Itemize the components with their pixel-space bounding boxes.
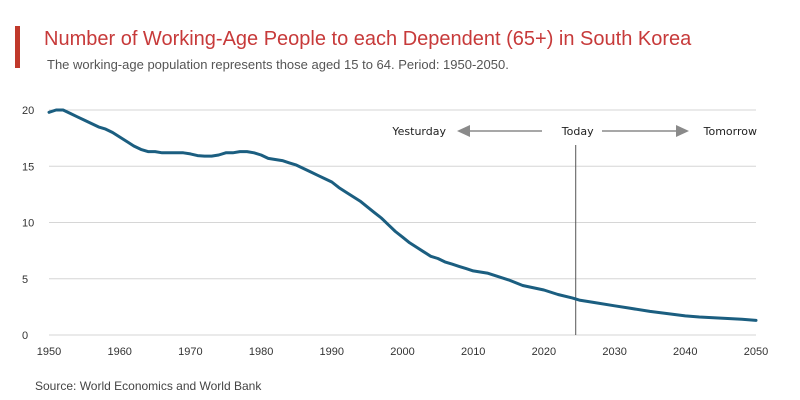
series-line — [47, 108, 758, 322]
y-tick-label: 5 — [22, 274, 28, 286]
grid-lines — [49, 109, 756, 336]
y-tick-label: 0 — [22, 330, 28, 342]
x-tick-label: 2040 — [673, 346, 697, 358]
left-arrow-head — [457, 125, 470, 137]
x-tick-label: 1950 — [37, 346, 61, 358]
today-label: Today — [561, 125, 594, 138]
x-tick-label: 1990 — [320, 346, 344, 358]
source-note: Source: World Economics and World Bank — [35, 379, 262, 393]
right-arrow-head — [676, 125, 689, 137]
title-accent-bar — [15, 26, 20, 68]
x-tick-label: 2030 — [602, 346, 626, 358]
x-tick-label: 1970 — [178, 346, 202, 358]
x-tick-label: 2050 — [744, 346, 768, 358]
chart-subtitle: The working-age population represents th… — [47, 57, 509, 72]
annotations: Yesturday Today Tomorrow — [391, 125, 757, 138]
x-tick-label: 2000 — [390, 346, 414, 358]
x-tick-label: 2010 — [461, 346, 485, 358]
x-tick-label: 2020 — [532, 346, 556, 358]
y-axis-ticks: 0 5 10 15 20 — [22, 105, 34, 342]
y-tick-label: 20 — [22, 105, 34, 117]
yesterday-label: Yesturday — [391, 125, 446, 138]
x-tick-label: 1980 — [249, 346, 273, 358]
series-group — [47, 108, 758, 322]
chart-title: Number of Working-Age People to each Dep… — [44, 28, 692, 50]
x-axis-ticks: 1950 1960 1970 1980 1990 2000 2010 2020 2030 2040… — [37, 346, 768, 358]
tomorrow-label: Tomorrow — [703, 125, 757, 138]
x-tick-label: 1960 — [107, 346, 131, 358]
y-tick-label: 15 — [22, 161, 34, 173]
y-tick-label: 10 — [22, 218, 34, 230]
